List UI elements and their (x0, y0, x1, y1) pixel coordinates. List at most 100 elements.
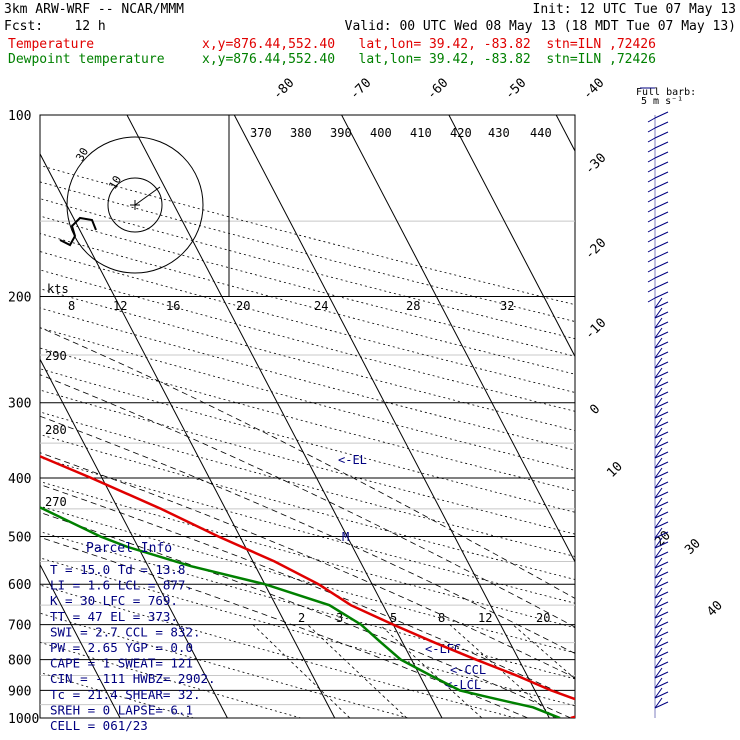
wind-barb (654, 311, 669, 319)
wind-barb-flag (654, 637, 663, 649)
isotherm-label: -60 (424, 76, 451, 103)
pressure-label: 700 (8, 619, 31, 634)
wind-barb-flag (654, 387, 663, 399)
moist-adiabat (40, 374, 575, 628)
wind-barb (654, 661, 669, 669)
wind-barb (654, 411, 669, 419)
isotherm-label: -30 (582, 151, 609, 178)
forecast-hour: Fcst: 12 h (4, 19, 106, 34)
parcel-info-row: SREH = 0 LAPSE= 6.1 (50, 702, 193, 717)
wind-barb-flag (654, 367, 663, 379)
wind-barb (654, 381, 669, 389)
wind-barb (654, 291, 669, 299)
theta-label: 440 (530, 126, 552, 140)
dry-adiabat (40, 481, 575, 629)
lfc-marker: <-LFC (425, 642, 461, 656)
theta-label: 390 (330, 126, 352, 140)
hodograph-ring-label: 30 (73, 146, 91, 164)
wind-barb-flag (654, 347, 663, 359)
mixing-ratio-label: 20 (536, 611, 550, 625)
wind-barb-flag (647, 227, 656, 233)
wind-barb-flag (647, 147, 656, 153)
theta-label: 420 (450, 126, 472, 140)
wind-barb-flag (647, 177, 656, 183)
isotherm-label: -80 (270, 76, 297, 103)
wind-barb (654, 201, 669, 209)
el-marker: <-EL (338, 453, 367, 467)
temperature-profile (40, 454, 575, 718)
isotherm-label: 10 (604, 459, 626, 481)
mixing-ratio-label: 5 (390, 611, 397, 625)
wind-barb-flag (654, 667, 663, 679)
temperature-label: Temperature (8, 37, 95, 52)
wind-barb-flag (654, 597, 663, 609)
dry-adiabat (40, 327, 575, 471)
wind-barb (654, 521, 669, 529)
wind-barb-flag (654, 377, 663, 389)
model-title: 3km ARW-WRF -- NCAR/MMM (4, 2, 185, 17)
mixing-ratio-line (449, 624, 556, 718)
wind-barb (654, 471, 669, 479)
parcel-info-row: CIN = -111 HWBZ= 2902. (50, 671, 216, 686)
theta-label: 410 (410, 126, 432, 140)
mixing-ratio-label: 3 (336, 611, 343, 625)
isotherm-group (40, 115, 707, 718)
wind-barb (654, 251, 669, 259)
wind-barb (654, 481, 669, 489)
wind-barb-flag (654, 627, 663, 639)
wind-barb (654, 531, 669, 539)
isotherm-label: 0 (587, 402, 603, 418)
ccl-marker: <-CCL (450, 663, 486, 677)
wind-barb-flag (647, 217, 656, 223)
wind-barb (654, 621, 669, 629)
mixing-ratio-label: 8 (438, 611, 445, 625)
wind-barb (654, 571, 669, 579)
wind-barb (654, 611, 669, 619)
wind-barb-flag (654, 447, 663, 459)
wind-barb (654, 211, 669, 219)
wind-barb-flag (654, 317, 663, 329)
hodograph-trace (59, 216, 97, 247)
wind-barb-flag (654, 307, 663, 319)
theta-label: 380 (290, 126, 312, 140)
isotherm (40, 563, 121, 718)
wind-barb-flag (647, 127, 656, 133)
pressure-label: 1000 (8, 712, 39, 727)
pressure-label: 900 (8, 684, 31, 699)
wind-barb (654, 321, 669, 329)
moist-adiabat (40, 512, 571, 718)
wind-barb-flag (654, 487, 663, 499)
valid-time: Valid: 00 UTC Wed 08 May 13 (18 MDT Tue … (344, 19, 736, 34)
init-time: Init: 12 UTC Tue 07 May 13 (532, 2, 737, 17)
wind-barb-flag (654, 547, 663, 559)
wind-barb (654, 561, 669, 569)
wind-barb-flag (654, 657, 663, 669)
wind-barb-flag (647, 187, 656, 193)
pressure-label: 500 (8, 530, 31, 545)
wind-barb (654, 591, 669, 599)
temperature-location: x,y=876.44,552.40 lat,lon= 39.42, -83.82… (202, 37, 656, 52)
parcel-info-title: Parcel Info (86, 541, 172, 556)
wind-barb-flag (654, 477, 663, 489)
wind-barb-flag (647, 167, 656, 173)
hodograph-speed-label: 12 (113, 299, 127, 313)
wind-barb-flag (654, 647, 663, 659)
wind-barb-flag (654, 437, 663, 449)
mixing-ratio-label: 2 (298, 611, 305, 625)
wind-barb-flag (647, 137, 656, 143)
wind-barb (654, 491, 669, 499)
wind-barb-flag (654, 497, 663, 509)
wind-barb (654, 551, 669, 559)
wind-barb (654, 231, 669, 239)
wind-barb-flag (654, 337, 663, 349)
wind-barb (654, 671, 669, 679)
wind-barb-flag (654, 607, 663, 619)
wind-barb (654, 131, 669, 139)
pressure-label: 800 (8, 654, 31, 669)
hodograph-speed-label: 24 (314, 299, 328, 313)
wind-barb (654, 241, 669, 249)
wind-barb-flag (647, 207, 656, 213)
wind-barb-flag (647, 117, 656, 123)
wind-barb-flag (654, 527, 663, 539)
mixing-ratio-line (596, 625, 707, 718)
